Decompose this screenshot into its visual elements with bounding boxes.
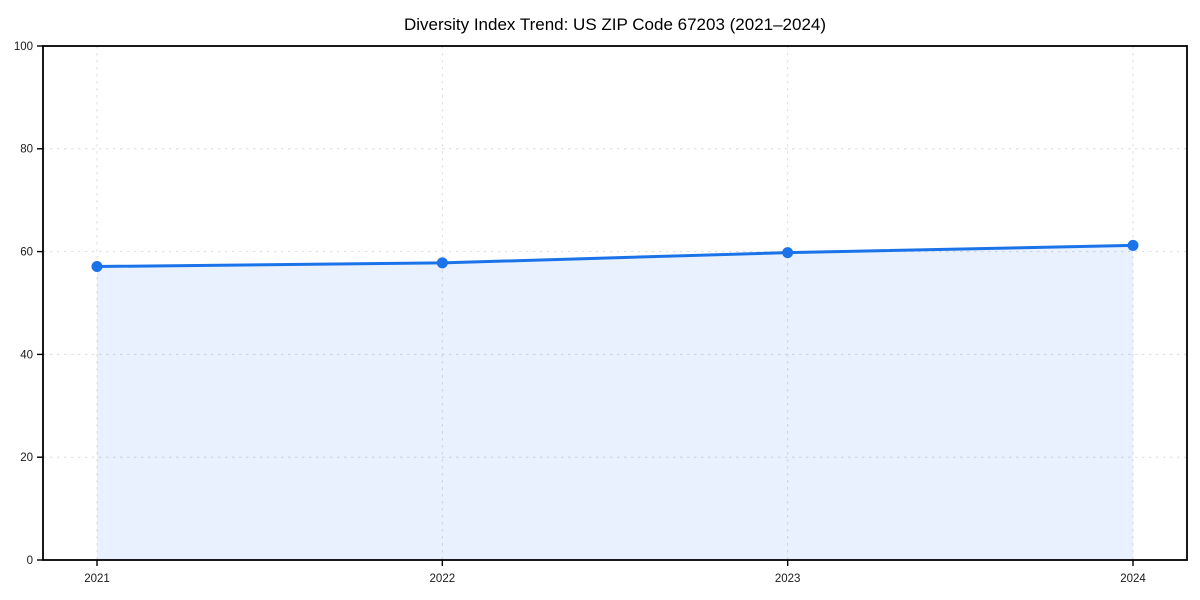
x-tick-label: 2024: [1120, 573, 1146, 585]
trend-line: [95, 243, 1135, 269]
y-tick-label: 0: [27, 555, 33, 567]
area-fill: [97, 245, 1133, 560]
x-tick-label: 2021: [84, 573, 110, 585]
tick-labels: 0 20 40 60 80 100 2021 2022 2023 2024: [14, 41, 1147, 585]
axes: [37, 45, 1188, 566]
chart-title: Diversity Index Trend: US ZIP Code 67203…: [404, 15, 826, 34]
gridlines: [43, 45, 1187, 561]
series: [91, 239, 1139, 560]
y-tick-label: 40: [20, 349, 33, 361]
data-point: [1127, 239, 1139, 251]
y-tick-label: 80: [20, 144, 33, 156]
y-tick-label: 100: [14, 41, 33, 53]
y-tick-label: 20: [20, 452, 33, 464]
x-tick-label: 2022: [430, 573, 456, 585]
data-point: [91, 261, 103, 273]
y-tick-label: 60: [20, 247, 33, 259]
plot-border: [42, 45, 1188, 561]
x-tick-label: 2023: [775, 573, 801, 585]
data-point: [782, 247, 794, 259]
data-point: [436, 257, 448, 269]
